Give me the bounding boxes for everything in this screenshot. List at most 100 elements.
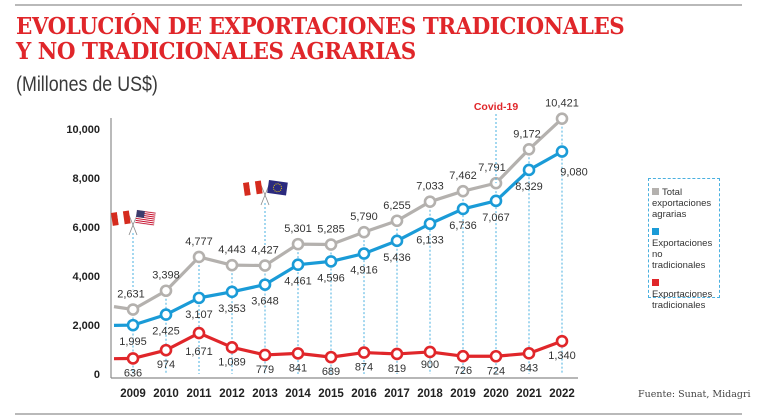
data-point [522, 142, 536, 156]
data-point [192, 326, 206, 340]
legend-item-total: Total exportaciones agrarias [652, 187, 716, 220]
data-point [522, 347, 536, 360]
data-label: 6,133 [416, 235, 444, 247]
data-label: 3,107 [185, 309, 213, 321]
data-label: 636 [124, 367, 142, 379]
series-points [126, 112, 569, 365]
data-point [225, 285, 239, 299]
data-point [357, 247, 371, 260]
data-point [258, 278, 272, 291]
data-label: 4,461 [284, 276, 312, 288]
data-point [159, 284, 173, 298]
title-line-1: EVOLUCIÓN DE EXPORTACIONES TRADICIONALES [16, 13, 625, 40]
data-point [555, 112, 569, 125]
covid-label: Covid-19 [474, 101, 519, 113]
x-tick-label: 2016 [351, 388, 377, 400]
eu-flag-star [277, 183, 279, 185]
peru-eu-flags-icon [243, 180, 288, 246]
x-tick-labels: 2009 2010 2011 2012 2013 2014 2015 2016 2017 2018… [120, 388, 575, 400]
eu-flag-star [274, 190, 276, 192]
data-label: 4,916 [350, 265, 378, 277]
y-tick-label: 0 [94, 369, 100, 381]
data-point [258, 259, 272, 272]
legend: Total exportaciones agrarias Exportacion… [648, 178, 720, 311]
data-label: 3,398 [152, 270, 180, 282]
data-point [291, 237, 305, 251]
data-point [159, 343, 173, 357]
data-label: 5,436 [383, 252, 411, 264]
data-label: 843 [520, 362, 538, 374]
data-label: 9,172 [513, 128, 541, 140]
peru-flag-red-stripe [111, 212, 119, 226]
y-tick-label: 6,000 [72, 222, 100, 234]
peru-flag-icon [111, 210, 131, 226]
data-point [291, 347, 305, 360]
data-point [192, 291, 206, 305]
data-label: 7,462 [449, 170, 477, 182]
eu-flag-star [276, 191, 278, 193]
peru-flag-white-stripe [116, 211, 125, 226]
flag-pole [128, 214, 138, 236]
eu-flag-icon [267, 180, 288, 196]
legend-item-no-tradicionales: Exportaciones no tradicionales [652, 227, 716, 271]
chart-title: EVOLUCIÓN DE EXPORTACIONES TRADICIONALES… [16, 13, 625, 64]
axes [110, 118, 578, 379]
usa-flag-icon [135, 209, 156, 226]
data-label: 8,329 [515, 181, 543, 193]
data-label: 689 [322, 366, 340, 378]
data-point [225, 341, 239, 354]
data-label: 2,425 [152, 326, 180, 338]
data-label: 1,089 [218, 356, 246, 368]
data-label: 841 [289, 362, 307, 374]
data-label: 5,790 [350, 211, 378, 223]
data-point [159, 308, 173, 321]
eu-flag-star [280, 187, 283, 189]
x-tick-label: 2022 [549, 388, 575, 400]
data-label: 819 [388, 363, 406, 375]
data-point [456, 349, 470, 363]
data-point [555, 334, 569, 348]
data-point [456, 202, 470, 216]
data-label: 724 [487, 365, 505, 377]
legend-swatch-no-tradicionales [652, 228, 659, 235]
eu-flag-star [273, 188, 275, 190]
data-label: 4,777 [185, 236, 213, 248]
data-point [258, 348, 272, 362]
source-note: Fuente: Sunat, Midagri [638, 389, 751, 400]
data-point [291, 258, 305, 272]
data-label: 6,255 [383, 200, 411, 212]
top-rule [15, 4, 742, 6]
x-tick-label: 2017 [384, 388, 410, 400]
eu-flag-field [267, 180, 288, 196]
data-point [390, 234, 404, 248]
peru-flag-icon [243, 180, 263, 196]
data-point [423, 345, 437, 359]
y-tick-labels: 0 2,000 4,000 6,000 8,000 10,000 [66, 124, 100, 381]
data-label: 3,353 [218, 303, 246, 315]
usa-flag-stripe [135, 217, 155, 222]
legend-item-tradicionales: Exportaciones tradicionales [652, 278, 716, 311]
legend-swatch-tradicionales [652, 279, 659, 286]
y-tick-label: 4,000 [72, 271, 100, 283]
y-tick-label: 10,000 [66, 124, 100, 136]
eu-flag-star [279, 184, 281, 186]
data-label: 7,067 [482, 212, 510, 224]
data-point [126, 303, 140, 316]
x-tick-label: 2013 [252, 388, 278, 400]
series-lines [113, 117, 564, 361]
data-label: 874 [355, 362, 373, 374]
peru-flag-red-stripe [122, 210, 131, 225]
data-point [324, 350, 338, 364]
chart-subtitle: (Millones de US$) [16, 73, 158, 96]
eu-flag-star [273, 184, 275, 186]
peru-flag-red-stripe [243, 182, 251, 196]
data-point [324, 255, 338, 268]
data-label: 5,301 [284, 223, 312, 235]
data-label: 1,340 [548, 350, 576, 362]
x-tick-label: 2018 [417, 388, 443, 400]
data-label: 900 [421, 359, 439, 371]
data-label: 7,791 [478, 162, 506, 174]
eu-flag-star [275, 183, 277, 185]
eu-flag-star [272, 186, 275, 188]
data-label: 1,995 [119, 336, 147, 348]
